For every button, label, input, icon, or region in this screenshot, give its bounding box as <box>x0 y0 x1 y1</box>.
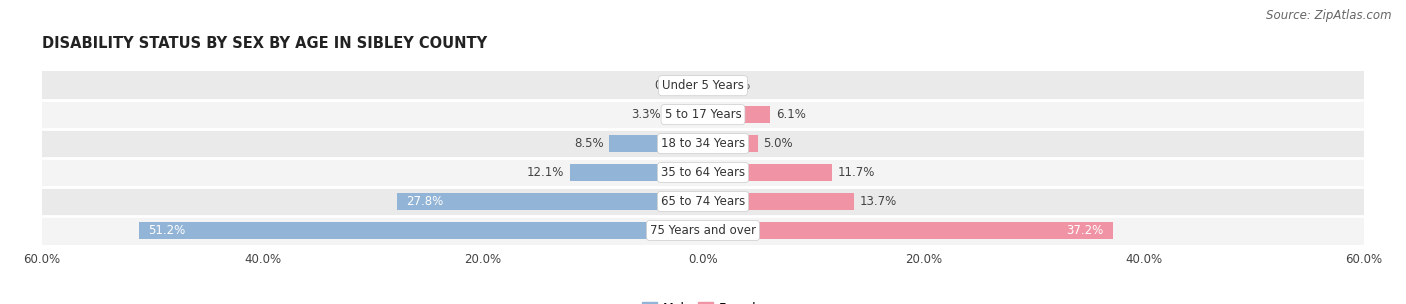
Bar <box>396 193 703 210</box>
Bar <box>42 158 1364 187</box>
Text: 11.7%: 11.7% <box>838 166 875 179</box>
Text: 0.53%: 0.53% <box>655 79 692 92</box>
Bar <box>703 135 758 152</box>
Bar <box>703 106 770 123</box>
Text: 12.1%: 12.1% <box>527 166 564 179</box>
Bar <box>42 100 1364 129</box>
Bar <box>666 106 703 123</box>
Bar <box>609 135 703 152</box>
Bar <box>42 129 1364 158</box>
Text: 37.2%: 37.2% <box>1067 224 1104 237</box>
Text: DISABILITY STATUS BY SEX BY AGE IN SIBLEY COUNTY: DISABILITY STATUS BY SEX BY AGE IN SIBLE… <box>42 36 488 51</box>
Legend: Male, Female: Male, Female <box>637 297 769 304</box>
Text: 8.5%: 8.5% <box>574 137 605 150</box>
Text: 65 to 74 Years: 65 to 74 Years <box>661 195 745 208</box>
Bar <box>703 222 1112 239</box>
Text: Source: ZipAtlas.com: Source: ZipAtlas.com <box>1267 9 1392 22</box>
Text: 35 to 64 Years: 35 to 64 Years <box>661 166 745 179</box>
Text: 3.3%: 3.3% <box>631 108 661 121</box>
Text: 51.2%: 51.2% <box>148 224 186 237</box>
Bar <box>703 77 707 94</box>
Bar <box>42 216 1364 245</box>
Bar <box>42 71 1364 100</box>
Bar <box>703 164 832 181</box>
Bar <box>697 77 703 94</box>
Text: 5 to 17 Years: 5 to 17 Years <box>665 108 741 121</box>
Text: Under 5 Years: Under 5 Years <box>662 79 744 92</box>
Text: 13.7%: 13.7% <box>859 195 897 208</box>
Text: 18 to 34 Years: 18 to 34 Years <box>661 137 745 150</box>
Bar <box>42 187 1364 216</box>
Bar <box>139 222 703 239</box>
Text: 27.8%: 27.8% <box>405 195 443 208</box>
Bar <box>569 164 703 181</box>
Text: 75 Years and over: 75 Years and over <box>650 224 756 237</box>
Text: 6.1%: 6.1% <box>776 108 806 121</box>
Text: 5.0%: 5.0% <box>763 137 793 150</box>
Text: 0.41%: 0.41% <box>713 79 751 92</box>
Bar <box>703 193 853 210</box>
